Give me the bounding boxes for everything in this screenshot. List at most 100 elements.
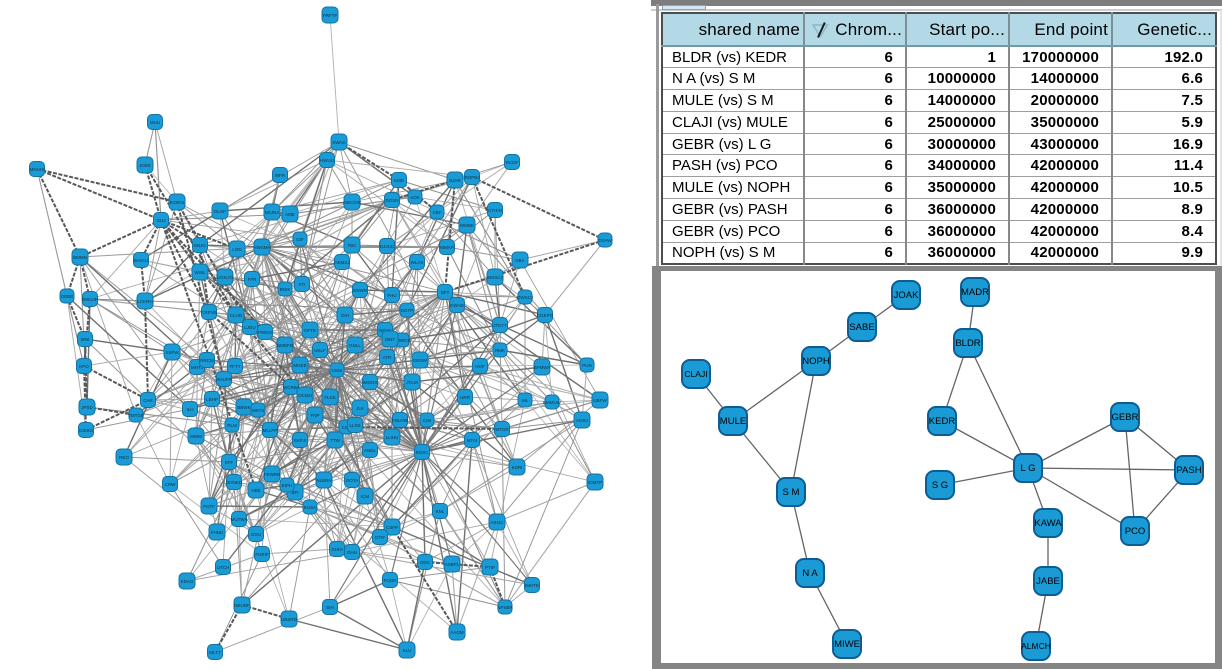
svg-text:DSAW: DSAW	[598, 238, 612, 243]
svg-text:JTETT: JTETT	[493, 323, 507, 328]
svg-text:LLIHU: LLIHU	[386, 435, 399, 440]
svg-text:OCMU: OCMU	[298, 393, 312, 398]
svg-text:WMNK: WMNK	[460, 223, 474, 228]
svg-text:RMK: RMK	[495, 348, 505, 353]
svg-text:FLSS: FLSS	[324, 395, 335, 400]
svg-text:FHNU: FHNU	[211, 530, 224, 535]
svg-text:GIF: GIF	[296, 237, 304, 242]
svg-text:GEBR: GEBR	[1112, 412, 1139, 423]
svg-text:FNP: FNP	[311, 413, 320, 418]
svg-text:PUN: PUN	[582, 363, 592, 368]
svg-text:MGEE: MGEE	[293, 363, 306, 368]
svg-text:NEUDF: NEUDF	[234, 603, 250, 608]
svg-text:TTW: TTW	[330, 438, 340, 443]
svg-text:DIH: DIH	[341, 313, 349, 318]
svg-text:HWSMH: HWSMH	[253, 245, 271, 250]
svg-text:KMD: KMD	[394, 178, 405, 183]
svg-text:FFR: FFR	[248, 277, 257, 282]
svg-text:LOD: LOD	[232, 247, 242, 252]
svg-text:WIITS: WIITS	[252, 408, 265, 413]
svg-text:OFTE: OFTE	[304, 328, 316, 333]
svg-text:GUJ: GUJ	[157, 218, 166, 223]
svg-text:REO: REO	[119, 455, 129, 460]
svg-text:CSFP: CSFP	[386, 525, 398, 530]
svg-text:LBHP: LBHP	[206, 397, 218, 402]
svg-text:FTI: FTI	[299, 282, 306, 287]
svg-text:WCRIM: WCRIM	[283, 385, 299, 390]
svg-text:FHU: FHU	[387, 293, 396, 298]
svg-text:PWDO: PWDO	[258, 330, 272, 335]
svg-text:PASH: PASH	[1176, 465, 1201, 476]
svg-text:NFAK: NFAK	[379, 328, 391, 333]
svg-text:HWUU: HWUU	[320, 158, 334, 163]
svg-text:AME: AME	[285, 212, 295, 217]
svg-text:EFF: EFF	[225, 460, 234, 465]
svg-text:OEBE: OEBE	[61, 294, 74, 299]
svg-text:GNWR: GNWR	[353, 288, 368, 293]
svg-text:RJSKS: RJSKS	[170, 200, 185, 205]
svg-text:SSPW: SSPW	[165, 350, 179, 355]
svg-text:DJJUC: DJJUC	[380, 244, 395, 249]
svg-text:WFR: WFR	[275, 173, 286, 178]
svg-text:NPSBR: NPSBR	[497, 605, 513, 610]
svg-text:NSJNA: NSJNA	[265, 210, 280, 215]
svg-text:JABE: JABE	[1036, 576, 1060, 587]
svg-text:L G: L G	[1021, 463, 1036, 474]
svg-text:SWAD: SWAD	[332, 140, 346, 145]
svg-text:BMMN: BMMN	[73, 255, 87, 260]
svg-text:DGSN: DGSN	[385, 198, 398, 203]
svg-text:WNI: WNI	[81, 337, 90, 342]
svg-text:EWHD: EWHD	[450, 303, 464, 308]
svg-text:PGTF: PGTF	[203, 504, 215, 509]
svg-text:RRCM: RRCM	[200, 358, 214, 363]
svg-text:KPO: KPO	[79, 364, 89, 369]
svg-text:KDRI: KDRI	[512, 465, 523, 470]
svg-text:CIESG: CIESG	[79, 428, 94, 433]
svg-text:ATR: ATR	[383, 355, 392, 360]
svg-text:ICM: ICM	[361, 494, 370, 499]
svg-text:S G: S G	[932, 480, 948, 491]
svg-text:RLM: RLM	[227, 423, 237, 428]
svg-text:TBC: TBC	[348, 243, 358, 248]
svg-text:MUU: MUU	[150, 120, 160, 125]
svg-text:JOAK: JOAK	[894, 290, 919, 301]
svg-text:UBSRD: UBSRD	[281, 617, 298, 622]
svg-text:WWL: WWL	[195, 270, 206, 275]
svg-text:UGGJO: UGGJO	[217, 275, 234, 280]
svg-text:AWCGW: AWCGW	[343, 200, 362, 205]
svg-text:IMGNS: IMGNS	[363, 380, 378, 385]
svg-text:BFMWA: BFMWA	[534, 365, 551, 370]
svg-text:MIWE: MIWE	[834, 639, 860, 650]
svg-text:CIM: CIM	[423, 418, 432, 423]
svg-text:PCO: PCO	[1125, 526, 1146, 537]
svg-text:LLSS: LLSS	[349, 423, 360, 428]
svg-text:IHL: IHL	[521, 398, 529, 403]
svg-text:NLBRN: NLBRN	[316, 478, 331, 483]
svg-text:CSJ: CSJ	[342, 425, 351, 430]
svg-text:LCKRH: LCKRH	[137, 299, 152, 304]
svg-text:UBFW: UBFW	[593, 398, 607, 403]
svg-text:HEMSJ: HEMSJ	[334, 260, 349, 265]
svg-text:GHHI: GHHI	[331, 547, 342, 552]
svg-text:GOU: GOU	[251, 532, 261, 537]
svg-text:GTIF: GTIF	[375, 535, 385, 540]
svg-text:MADR: MADR	[961, 287, 989, 298]
svg-text:SJAR: SJAR	[449, 178, 461, 183]
svg-text:MSSCJ: MSSCJ	[487, 275, 502, 280]
svg-text:BLDR: BLDR	[955, 338, 980, 349]
svg-text:AIHJC: AIHJC	[490, 520, 504, 525]
svg-text:MLTT: MLTT	[209, 650, 221, 655]
svg-text:MWM: MWM	[190, 434, 202, 439]
svg-text:AOK: AOK	[410, 195, 420, 200]
svg-text:CTHIN: CTHIN	[488, 208, 502, 213]
svg-text:BWUJP: BWUJP	[82, 297, 98, 302]
svg-text:KAWA: KAWA	[1034, 518, 1062, 529]
svg-text:SIH: SIH	[326, 605, 334, 610]
svg-text:IOMTP: IOMTP	[588, 480, 602, 485]
svg-text:EBJG: EBJG	[194, 243, 206, 248]
svg-text:UTCH: UTCH	[217, 565, 230, 570]
svg-text:DGTP: DGTP	[401, 308, 414, 313]
svg-text:OOTA: OOTA	[346, 478, 358, 483]
svg-text:FFTT: FFTT	[230, 364, 241, 369]
svg-text:BBWK: BBWK	[237, 405, 250, 410]
